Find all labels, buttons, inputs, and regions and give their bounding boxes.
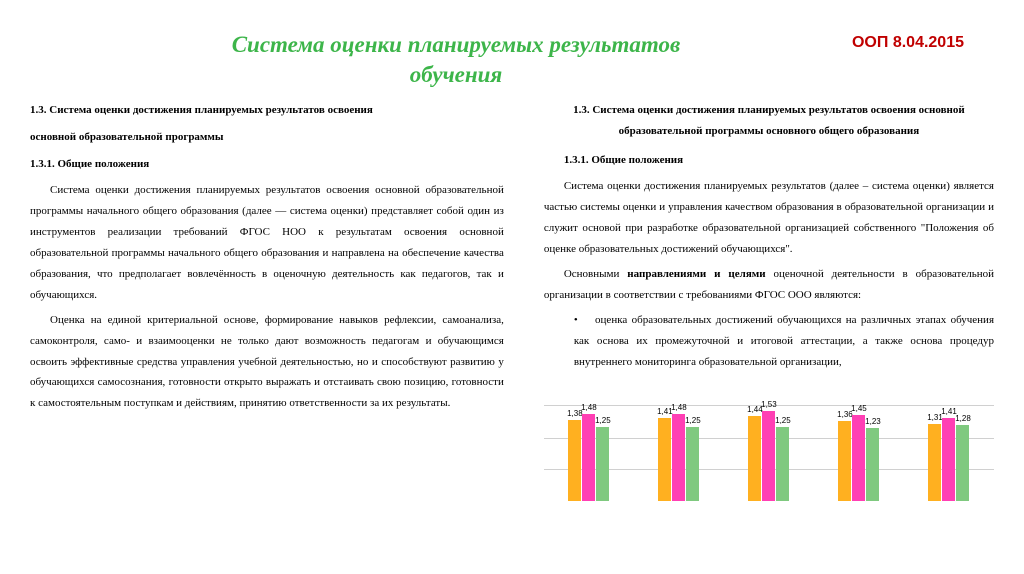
right-bullet-1-text: оценка образовательных достижений обучаю… (574, 314, 994, 368)
bar: 1,53 (762, 411, 775, 502)
bar: 1,48 (582, 414, 595, 502)
left-column: 1.3. Система оценки достижения планируем… (30, 100, 504, 502)
bar: 1,31 (928, 424, 941, 502)
bar-group: 1,361,451,23 (838, 386, 879, 501)
page-title: Система оценки планируемых результатов о… (60, 30, 852, 90)
right-para-2-bold: направлениями и целями (627, 268, 765, 280)
bar-label: 1,28 (955, 411, 971, 426)
bar-group: 1,441,531,25 (748, 386, 789, 501)
right-column: 1.3. Система оценки достижения планируем… (544, 100, 994, 502)
right-bullet-1: • оценка образовательных достижений обуч… (544, 310, 994, 373)
date-label: ООП 8.04.2015 (852, 30, 964, 52)
bar-group: 1,411,481,25 (658, 386, 699, 501)
left-heading-line2: основной образовательной программы (30, 127, 504, 148)
bar-chart: 1,381,481,251,411,481,251,441,531,251,36… (544, 386, 994, 501)
bar-label: 1,23 (865, 414, 881, 429)
left-para-1: Система оценки достижения планируемых ре… (30, 180, 504, 305)
bar-label: 1,25 (685, 413, 701, 428)
right-heading: 1.3. Система оценки достижения планируем… (544, 100, 994, 142)
bar-label: 1,25 (775, 413, 791, 428)
header: Система оценки планируемых результатов о… (0, 0, 1024, 100)
chart-bars-row: 1,381,481,251,411,481,251,441,531,251,36… (544, 386, 994, 501)
bar: 1,44 (748, 416, 761, 502)
left-sub-heading: 1.3.1. Общие положения (30, 154, 504, 175)
bar-label: 1,25 (595, 413, 611, 428)
bar: 1,36 (838, 421, 851, 502)
title-line1: Система оценки планируемых результатов (232, 32, 681, 57)
document-columns: 1.3. Система оценки достижения планируем… (0, 100, 1024, 502)
left-para-2: Оценка на единой критериальной основе, ф… (30, 310, 504, 414)
left-heading-line1: 1.3. Система оценки достижения планируем… (30, 100, 504, 121)
bar: 1,41 (942, 418, 955, 502)
bar: 1,48 (672, 414, 685, 502)
bar: 1,28 (956, 425, 969, 501)
bar: 1,25 (686, 427, 699, 501)
bar-group: 1,311,411,28 (928, 386, 969, 501)
bar: 1,25 (596, 427, 609, 501)
bar: 1,23 (866, 428, 879, 501)
title-line2: обучения (410, 62, 503, 87)
bar: 1,45 (852, 415, 865, 501)
right-para-1: Система оценки достижения планируемых ре… (544, 176, 994, 260)
right-sub-heading: 1.3.1. Общие положения (544, 150, 994, 171)
bar-label: 1,53 (761, 397, 777, 412)
right-para-2: Основными направлениями и целями оценочн… (544, 264, 994, 306)
bar: 1,25 (776, 427, 789, 501)
bar: 1,41 (658, 418, 671, 502)
bar-group: 1,381,481,25 (568, 386, 609, 501)
bar: 1,38 (568, 420, 581, 502)
right-para-2-prefix: Основными (564, 268, 627, 280)
